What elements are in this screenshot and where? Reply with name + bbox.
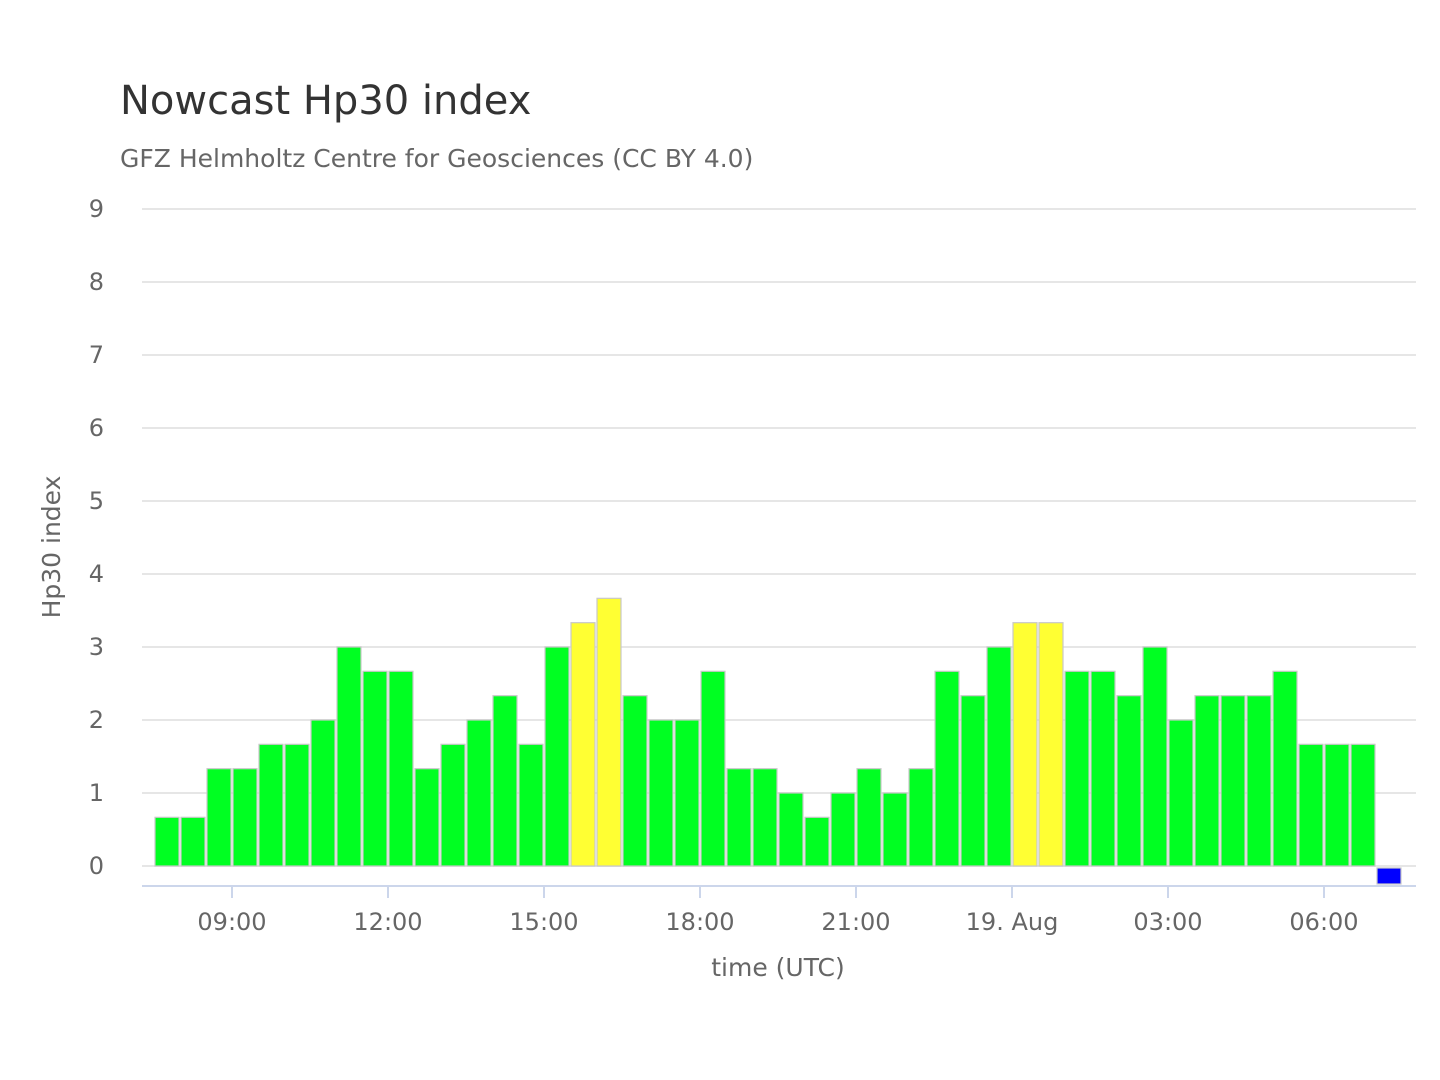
bar[interactable] xyxy=(1272,670,1298,867)
bar[interactable] xyxy=(1116,695,1142,867)
bar[interactable] xyxy=(1012,622,1038,867)
y-tick-label: 4 xyxy=(89,560,104,588)
x-tick-label: 12:00 xyxy=(353,908,422,936)
bar[interactable] xyxy=(1376,867,1402,885)
bar[interactable] xyxy=(1246,695,1272,867)
bar[interactable] xyxy=(544,646,570,867)
bar[interactable] xyxy=(986,646,1012,867)
bar[interactable] xyxy=(726,768,752,867)
bar[interactable] xyxy=(1324,743,1350,867)
grid-lines xyxy=(142,208,1416,867)
x-tick-label: 21:00 xyxy=(821,908,890,936)
bar[interactable] xyxy=(856,768,882,867)
bar[interactable] xyxy=(232,768,258,867)
x-tick-label: 15:00 xyxy=(509,908,578,936)
bar[interactable] xyxy=(622,695,648,867)
bar[interactable] xyxy=(752,768,778,867)
bar[interactable] xyxy=(882,792,908,867)
x-tick-label: 09:00 xyxy=(197,908,266,936)
bar[interactable] xyxy=(362,670,388,867)
bar[interactable] xyxy=(830,792,856,867)
bar[interactable] xyxy=(492,695,518,867)
bar[interactable] xyxy=(960,695,986,867)
x-axis-title: time (UTC) xyxy=(711,953,845,982)
bar[interactable] xyxy=(596,597,622,867)
bar[interactable] xyxy=(310,719,336,867)
bar[interactable] xyxy=(1350,743,1376,867)
y-tick-label: 6 xyxy=(89,414,104,442)
bar[interactable] xyxy=(570,622,596,867)
bar[interactable] xyxy=(336,646,362,867)
bar[interactable] xyxy=(388,670,414,867)
bar[interactable] xyxy=(180,816,206,867)
bar[interactable] xyxy=(466,719,492,867)
bar[interactable] xyxy=(908,768,934,867)
bar[interactable] xyxy=(518,743,544,867)
bar[interactable] xyxy=(804,816,830,867)
bar[interactable] xyxy=(154,816,180,867)
chart-subtitle: GFZ Helmholtz Centre for Geosciences (CC… xyxy=(120,144,754,173)
bar[interactable] xyxy=(1220,695,1246,867)
bar[interactable] xyxy=(648,719,674,867)
bar[interactable] xyxy=(1090,670,1116,867)
bar[interactable] xyxy=(206,768,232,867)
bar[interactable] xyxy=(700,670,726,867)
bar[interactable] xyxy=(778,792,804,867)
y-tick-label: 3 xyxy=(89,633,104,661)
bar[interactable] xyxy=(1194,695,1220,867)
y-tick-label: 2 xyxy=(89,706,104,734)
chart-title: Nowcast Hp30 index xyxy=(120,78,532,124)
bar[interactable] xyxy=(1038,622,1064,867)
x-tick-label: 03:00 xyxy=(1133,908,1202,936)
bar[interactable] xyxy=(1298,743,1324,867)
bar[interactable] xyxy=(674,719,700,867)
x-axis-ticks: 09:00 12:00 15:00 18:00 21:00 19. Aug 03:00 06:… xyxy=(197,886,1359,936)
y-tick-label: 7 xyxy=(89,341,104,369)
y-tick-label: 8 xyxy=(89,268,104,296)
y-tick-label: 5 xyxy=(89,487,104,515)
y-tick-label: 0 xyxy=(89,852,104,880)
bar[interactable] xyxy=(414,768,440,867)
y-axis-title: Hp30 index xyxy=(37,476,66,619)
bar[interactable] xyxy=(1168,719,1194,867)
bar[interactable] xyxy=(284,743,310,867)
bar[interactable] xyxy=(934,670,960,867)
y-tick-label: 1 xyxy=(89,779,104,807)
bar[interactable] xyxy=(258,743,284,867)
x-tick-label: 19. Aug xyxy=(966,908,1059,936)
x-tick-label: 18:00 xyxy=(665,908,734,936)
bar[interactable] xyxy=(1142,646,1168,867)
y-tick-label: 9 xyxy=(89,195,104,223)
bar[interactable] xyxy=(1064,670,1090,867)
x-tick-label: 06:00 xyxy=(1289,908,1358,936)
y-axis-ticks: 0 1 2 3 4 5 6 7 8 9 xyxy=(89,195,104,880)
bar[interactable] xyxy=(440,743,466,867)
bars xyxy=(154,597,1402,885)
